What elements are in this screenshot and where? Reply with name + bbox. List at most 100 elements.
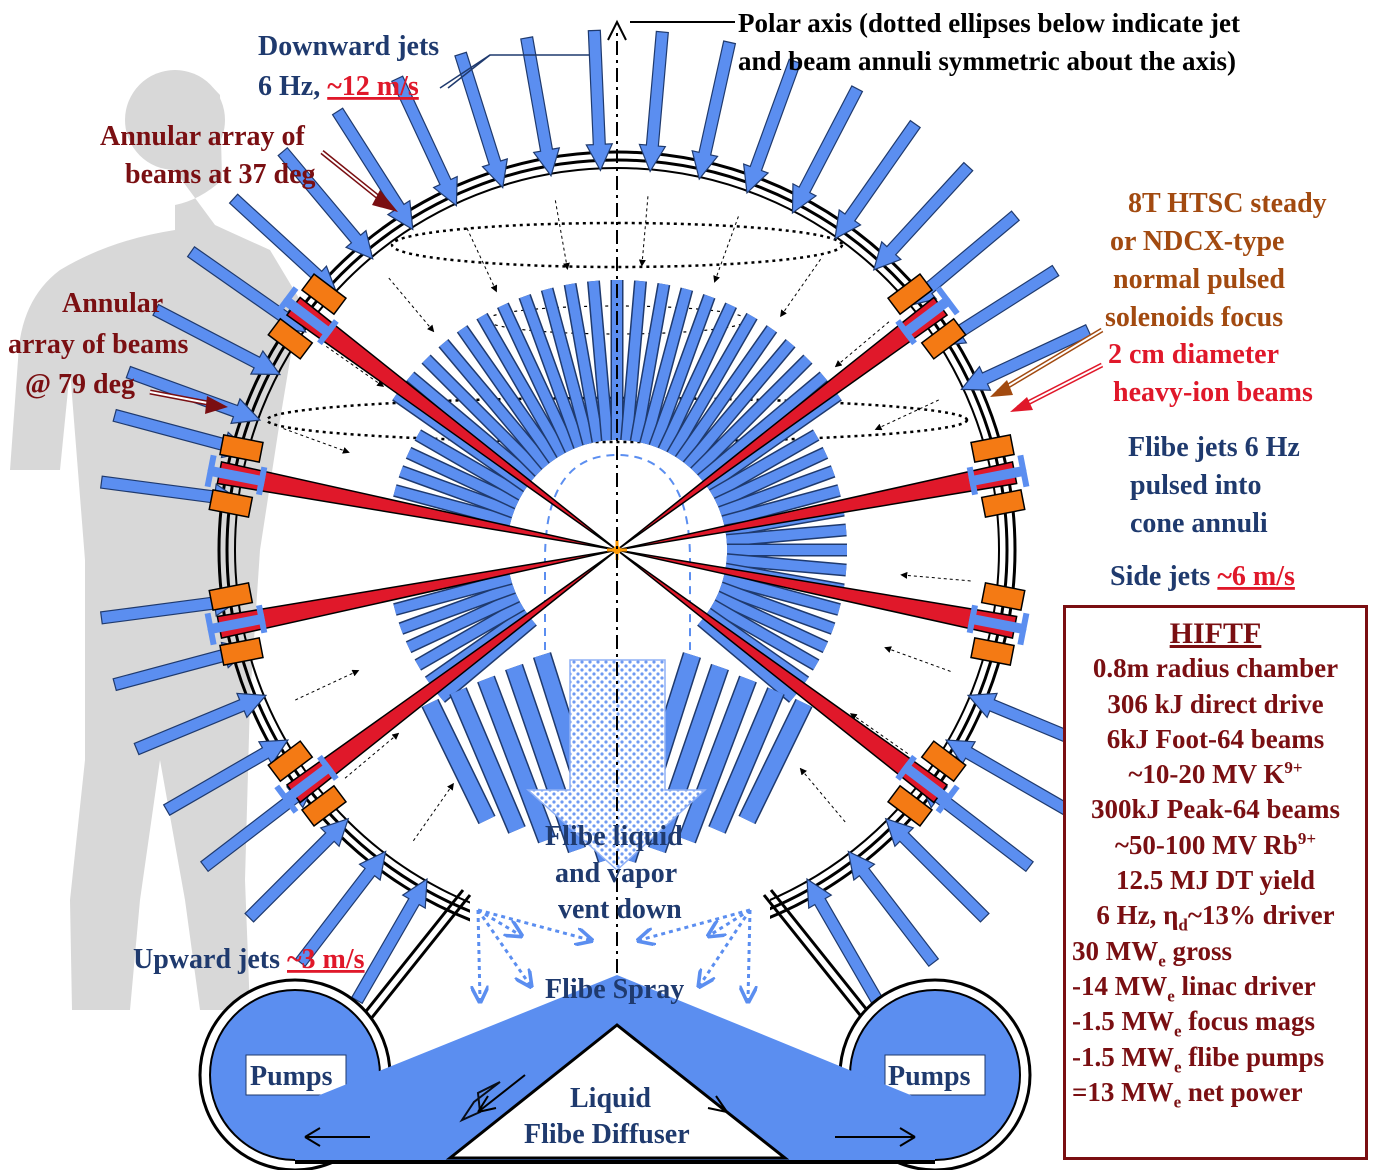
hiftf-line-12-a: -1.5 MW: [1072, 1041, 1174, 1072]
jet-arrow: [350, 877, 428, 1005]
jet-arrow: [294, 850, 387, 968]
hiftf-line-4: ~10-20 MV K9+: [1066, 757, 1365, 792]
thin-arrow: [799, 767, 846, 823]
jet-arrow: [520, 36, 561, 178]
labels: Polar axis (dotted ellipses below indica…: [8, 8, 1327, 1150]
thin-arrow: [874, 399, 939, 431]
jet-arrow: [331, 107, 414, 231]
thin-arrow: [884, 646, 951, 672]
vent-label-2: and vapor: [555, 858, 677, 889]
solenoid-magnet: [267, 740, 334, 814]
annular79-label-2: array of beams: [8, 329, 189, 360]
thin-arrow: [638, 196, 649, 267]
side-jets-speed: ~6 m/s: [1217, 561, 1295, 592]
thin-arrow: [900, 571, 971, 582]
thin-arrow: [295, 669, 360, 701]
hiftf-line-5: 300kJ Peak-64 beams: [1091, 794, 1340, 825]
hiftf-line-12-b: flibe pumps: [1181, 1041, 1325, 1072]
jet-arrow: [742, 58, 802, 195]
upward-jets-label: Upward jets: [133, 944, 287, 975]
annular79-label-3: @ 79 deg: [25, 369, 135, 400]
hiftf-line-9-sub: e: [1158, 951, 1166, 971]
jet-arrow: [806, 877, 884, 1005]
hiftf-line-3: 6kJ Foot-64 beams: [1106, 723, 1325, 754]
jet-arrow: [277, 146, 374, 260]
solenoid-magnet: [204, 612, 268, 667]
jet-arrow: [872, 161, 974, 271]
jet-arrow: [152, 303, 282, 376]
hiftf-line-11-b: focus mags: [1181, 1006, 1316, 1037]
hiftf-line-6-text: ~50-100 MV Rb: [1114, 829, 1298, 860]
solenoid-magnet: [274, 762, 348, 827]
pumps-right-label: Pumps: [888, 1061, 971, 1092]
spray-label: Flibe Spray: [545, 974, 684, 1005]
hiftf-line-11: -1.5 MWe focus mags: [1066, 1004, 1365, 1039]
vent-label-1: Flibe liquid: [545, 821, 683, 852]
jet-arrow: [960, 324, 1092, 391]
polar-axis-label-2: and beam annuli symmetric about the axis…: [738, 46, 1236, 76]
solenoid-magnet: [207, 454, 266, 518]
thin-arrow: [466, 228, 498, 293]
hiftf-line-8: 6 Hz, ηd~13% driver: [1066, 898, 1365, 933]
htsc-label-6: heavy-ion beams: [1113, 377, 1313, 408]
hiftf-line-8-sub: d: [1178, 915, 1188, 935]
downward-jets-speed: ~12 m/s: [327, 71, 419, 102]
hiftf-line-4-sup: 9+: [1284, 758, 1303, 778]
hiftf-line-6-sup: 9+: [1297, 828, 1317, 848]
hiftf-line-12-sub: e: [1173, 1056, 1182, 1076]
hiftf-line-13-a: =13 MW: [1072, 1076, 1174, 1107]
hiftf-line-9-a: 30 MW: [1072, 935, 1159, 966]
jet-arrow: [884, 817, 990, 923]
hiftf-summary-box: HIFTF 0.8m radius chamber 306 kJ direct …: [1063, 605, 1368, 1160]
leader-lines: [149, 54, 1104, 414]
thin-arrow: [388, 277, 435, 333]
hiftf-line-13: =13 MWe net power: [1066, 1075, 1365, 1110]
jet-arrow: [834, 119, 922, 240]
solenoid-magnet: [966, 433, 1030, 488]
hiftf-line-10: -14 MWe linac driver: [1066, 969, 1365, 1004]
annular37-label-1: Annular array of: [100, 121, 305, 152]
hiftf-line-11-a: -1.5 MW: [1072, 1006, 1174, 1037]
hiftf-line-12: -1.5 MWe flibe pumps: [1066, 1040, 1365, 1075]
downward-jets-rate: 6 Hz,: [258, 71, 327, 102]
htsc-label-3: normal pulsed: [1113, 264, 1285, 295]
solenoid-magnet: [968, 454, 1027, 518]
jet-arrow: [847, 850, 940, 968]
solenoid-magnet: [886, 762, 960, 827]
side-jets-label: Side jets: [1110, 561, 1217, 592]
jet-arrow: [391, 75, 458, 207]
svg-text:Upward jets ~3 m/s: Upward jets ~3 m/s: [133, 944, 365, 975]
jet-arrow: [691, 40, 737, 181]
htsc-label-5: 2 cm diameter: [1108, 339, 1279, 370]
solenoid-magnet: [968, 582, 1027, 646]
hiftf-line-8-a: 6 Hz, η: [1096, 900, 1179, 931]
htsc-label-4: solenoids focus: [1105, 302, 1283, 333]
solenoid-magnet: [900, 740, 967, 814]
hiftf-line-10-a: -14 MW: [1072, 970, 1168, 1001]
jet-arrow: [244, 817, 350, 923]
hiftf-line-7: 12.5 MJ DT yield: [1115, 865, 1315, 896]
htsc-label-2: or NDCX-type: [1110, 226, 1284, 257]
solenoid-magnet: [267, 286, 334, 360]
jet-arrow: [791, 85, 864, 215]
hiftf-title: HIFTF: [1169, 617, 1262, 650]
hiftf-line-10-b: linac driver: [1174, 970, 1316, 1001]
upward-jets-speed: ~3 m/s: [287, 944, 365, 975]
hiftf-line-9: 30 MWe gross: [1066, 934, 1365, 969]
solenoid-magnets: [204, 273, 1030, 827]
thin-arrow: [554, 200, 570, 271]
hiftf-line-8-b: ~13% driver: [1187, 900, 1335, 931]
solenoid-magnet: [900, 286, 967, 360]
htsc-label-1: 8T HTSC steady: [1128, 188, 1327, 219]
jet-arrow: [125, 365, 262, 425]
annular37-label-2: beams at 37 deg: [125, 159, 316, 190]
hiftf-line-13-sub: e: [1173, 1092, 1182, 1112]
solenoid-magnet: [204, 433, 268, 488]
hiftf-line-2: 306 kJ direct drive: [1107, 688, 1324, 719]
diffuser-label-2: Flibe Diffuser: [524, 1119, 690, 1150]
flibe-jets-label-1: Flibe jets 6 Hz: [1128, 432, 1300, 463]
jet-arrow: [454, 51, 509, 189]
hiftf-line-13-b: net power: [1181, 1076, 1303, 1107]
